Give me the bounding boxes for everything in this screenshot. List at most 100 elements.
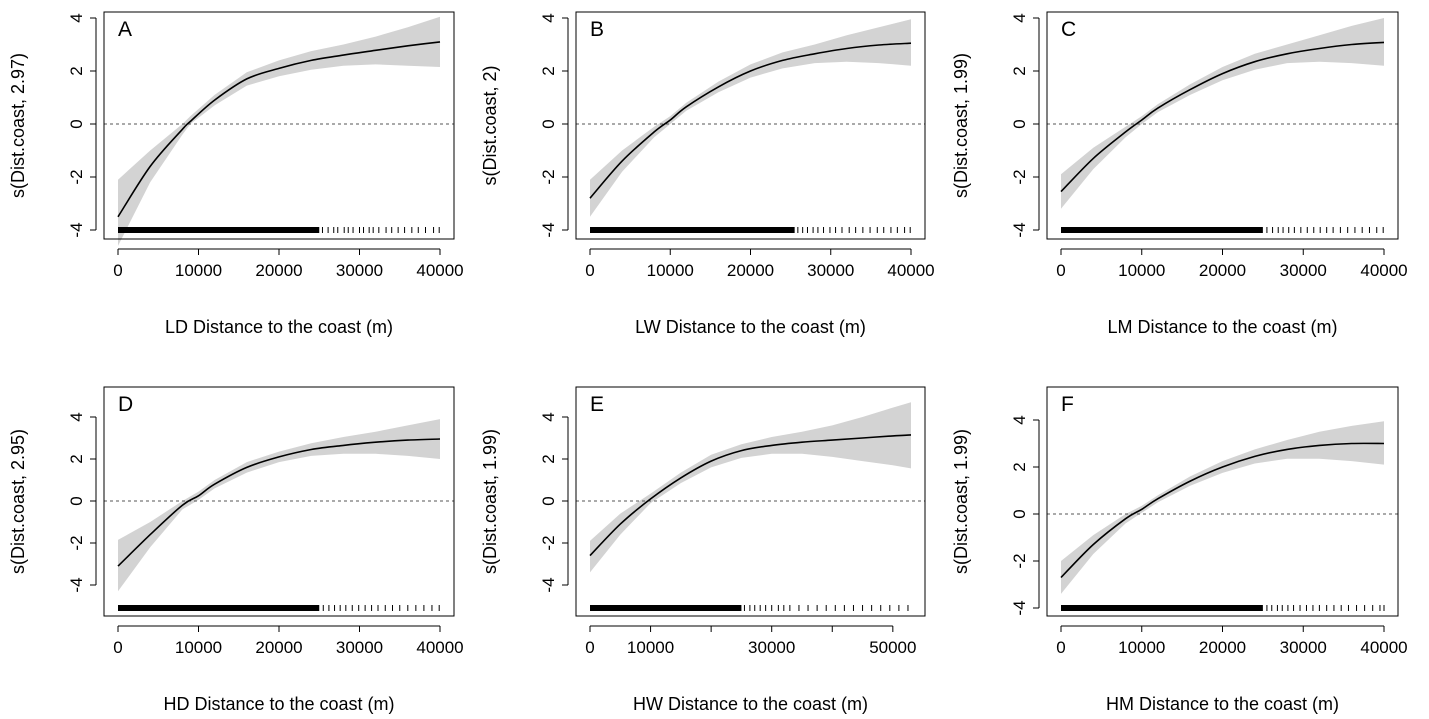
smooth-fit-line (1060, 41, 1385, 193)
smooth-fit-line (117, 438, 441, 567)
x-tick-label: 10000 (175, 638, 222, 657)
y-tick-label: -2 (1010, 553, 1029, 568)
x-axis-title: HD Distance to the coast (m) (163, 694, 394, 714)
x-tick-label: 10000 (627, 638, 674, 657)
y-tick-label: -2 (1010, 169, 1029, 184)
y-tick-label: 0 (539, 119, 558, 128)
rug-dense-block (590, 605, 742, 611)
x-tick-label: 40000 (416, 638, 463, 657)
confidence-band (118, 419, 440, 592)
x-tick-label: 20000 (255, 638, 302, 657)
smooth-fit-line (1060, 442, 1385, 579)
y-tick-label: -4 (539, 222, 558, 237)
rug-dense-block (590, 227, 795, 233)
panel-letter: A (118, 18, 132, 41)
plot-frame (1046, 386, 1399, 617)
y-tick-label: 4 (67, 412, 86, 421)
y-tick-label: -4 (1010, 222, 1029, 237)
y-tick-label: 4 (539, 13, 558, 22)
panel-c: 0 10000 20000 30000 40000 -4 -2 0 2 4 LM Distance … (951, 11, 1408, 337)
y-tick-label: -2 (539, 169, 558, 184)
panel-letter: E (590, 393, 604, 416)
y-axis-title: s(Dist.coast, 1.99) (951, 53, 971, 198)
y-tick-label: 0 (67, 496, 86, 505)
x-tick-label: 0 (1056, 261, 1065, 280)
y-tick-label: -2 (539, 535, 558, 550)
y-tick-label: -4 (539, 577, 558, 592)
x-tick-label: 20000 (1199, 638, 1246, 657)
x-tick-label: 10000 (1118, 261, 1165, 280)
x-tick-label: 0 (1056, 638, 1065, 657)
x-tick-label: 0 (113, 261, 122, 280)
y-tick-label: -2 (67, 535, 86, 550)
y-axis-title: s(Dist.coast, 2.95) (8, 429, 28, 574)
y-axis-title: s(Dist.coast, 1.99) (951, 429, 971, 574)
plot-frame (1046, 11, 1399, 240)
panel-letter: C (1061, 18, 1076, 41)
panel-e: 0 10000 30000 50000 -4 -2 0 2 4 HW Distance to th… (480, 386, 926, 714)
y-tick-label: -4 (1010, 600, 1029, 615)
y-tick-label: -4 (67, 222, 86, 237)
x-tick-label: 30000 (1280, 261, 1327, 280)
x-tick-label: 20000 (255, 261, 302, 280)
x-tick-label: 50000 (869, 638, 916, 657)
y-tick-label: 4 (1010, 415, 1029, 424)
rug-dense-block (1061, 227, 1263, 233)
x-axis-title: HM Distance to the coast (m) (1106, 694, 1339, 714)
y-tick-label: 2 (67, 454, 86, 463)
y-tick-label: 2 (539, 66, 558, 75)
x-axis-title: LM Distance to the coast (m) (1107, 317, 1337, 337)
plot-frame (575, 386, 926, 617)
x-tick-label: 40000 (887, 261, 934, 280)
confidence-band (1061, 18, 1384, 209)
y-axis-title: s(Dist.coast, 1.99) (480, 429, 500, 574)
y-tick-label: -2 (67, 169, 86, 184)
y-axis-title: s(Dist.coast, 2) (480, 65, 500, 185)
confidence-band (590, 402, 911, 573)
panel-d: 0 10000 20000 30000 40000 -4 -2 0 2 4 HD Distance … (8, 386, 464, 714)
x-axis-title: HW Distance to the coast (m) (633, 694, 868, 714)
rug-dense-block (1061, 605, 1263, 611)
x-tick-label: 40000 (1360, 638, 1407, 657)
panel-letter: D (118, 393, 133, 416)
x-tick-label: 0 (585, 638, 594, 657)
x-axis-title: LD Distance to the coast (m) (165, 317, 393, 337)
panel-f: 0 10000 20000 30000 40000 -4 -2 0 2 4 HM Distance … (951, 386, 1408, 714)
x-tick-label: 0 (585, 261, 594, 280)
x-tick-label: 20000 (1199, 261, 1246, 280)
x-tick-label: 30000 (336, 638, 383, 657)
smooth-fit-line (117, 41, 441, 218)
confidence-band (118, 16, 440, 246)
x-tick-label: 10000 (1118, 638, 1165, 657)
y-tick-label: 0 (1010, 119, 1029, 128)
plot-frame (575, 11, 926, 240)
x-tick-label: 20000 (727, 261, 774, 280)
x-tick-label: 40000 (416, 261, 463, 280)
y-tick-label: 4 (1010, 13, 1029, 22)
confidence-band (590, 19, 911, 217)
rug-dense-block (118, 605, 320, 611)
smooth-fit-line (589, 42, 912, 199)
confidence-band (1061, 421, 1384, 594)
y-tick-label: 2 (539, 454, 558, 463)
smooth-fit-line (589, 434, 912, 557)
panel-a: 0 10000 20000 30000 40000 -4 -2 0 2 4 LD Distance … (8, 11, 464, 337)
x-axis-title: LW Distance to the coast (m) (635, 317, 866, 337)
x-tick-label: 10000 (175, 261, 222, 280)
x-tick-label: 10000 (647, 261, 694, 280)
plot-frame (103, 386, 455, 617)
x-tick-label: 30000 (336, 261, 383, 280)
rug-dense-block (118, 227, 320, 233)
panel-letter: F (1061, 393, 1074, 416)
y-tick-label: 0 (539, 496, 558, 505)
panel-letter: B (590, 18, 604, 41)
x-tick-label: 30000 (1280, 638, 1327, 657)
y-tick-label: 2 (1010, 66, 1029, 75)
y-tick-label: 0 (1010, 509, 1029, 518)
panel-b: 0 10000 20000 30000 40000 -4 -2 0 2 4 LW Distance … (480, 11, 935, 337)
x-tick-label: 30000 (748, 638, 795, 657)
x-tick-label: 0 (113, 638, 122, 657)
y-tick-label: 0 (67, 119, 86, 128)
plot-frame (103, 11, 455, 240)
